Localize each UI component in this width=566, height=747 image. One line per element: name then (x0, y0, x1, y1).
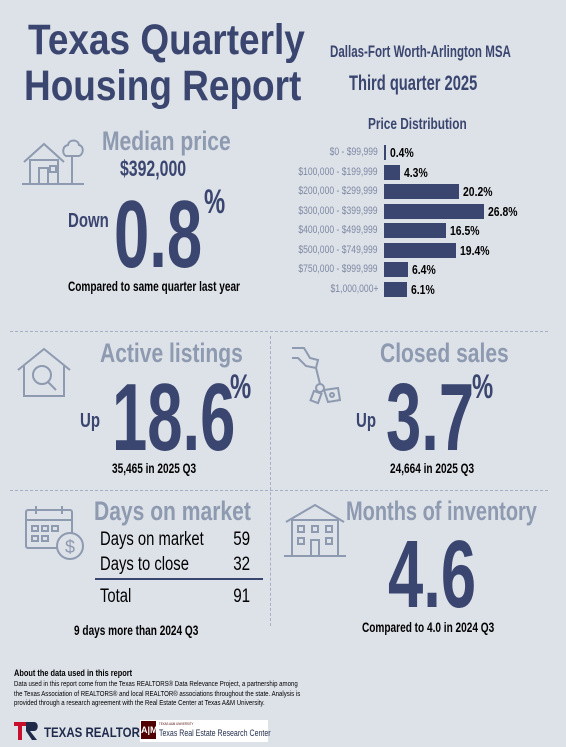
distribution-value: 4.3% (404, 164, 428, 180)
report-title-line2: Housing Report (24, 62, 302, 110)
active-listings-title: Active listings (100, 338, 243, 368)
distribution-label: $500,000 - $749,999 (298, 243, 378, 256)
texas-realtors-logo-icon (14, 722, 38, 740)
distribution-label: $750,000 - $999,999 (298, 263, 378, 275)
calendar-money-icon: $ (25, 506, 84, 560)
distribution-bar (384, 223, 446, 238)
total-label: Total (100, 586, 132, 607)
about-text: Data used in this report come from the T… (14, 679, 301, 707)
dom-note: 9 days more than 2024 Q3 (74, 622, 199, 638)
distribution-bar (384, 203, 484, 219)
house-search-icon (17, 347, 71, 397)
distribution-label: $1,000,000+ (330, 282, 378, 295)
texas-realtors-logo: TEXAS REALTORS (44, 724, 148, 740)
distribution-label: $300,000 - $399,999 (298, 204, 378, 217)
distribution-value: 26.8% (488, 203, 518, 219)
divider (10, 490, 548, 491)
distribution-value: 16.5% (449, 223, 480, 238)
median-change-value: 0.8 (114, 181, 203, 288)
distribution-bar (384, 164, 401, 180)
median-change-unit: % (204, 183, 226, 221)
quarter-label: Third quarter 2025 (349, 72, 478, 95)
median-direction: Down (68, 210, 109, 232)
closed-change-unit: % (472, 368, 494, 406)
months-inventory-value: 4.6 (388, 521, 477, 628)
distribution-bar (384, 281, 407, 297)
distribution-value: 0.4% (390, 145, 414, 160)
closed-direction: Up (356, 410, 377, 432)
active-direction: Up (80, 410, 101, 432)
house-tree-icon (22, 139, 84, 185)
distribution-bar (384, 184, 460, 199)
distribution-bar (384, 242, 457, 258)
days-on-market-title: Days on market (94, 496, 251, 526)
report-title-line1: Texas Quarterly (28, 16, 305, 64)
months-inventory-title: Months of inventory (346, 496, 537, 526)
dtc-row-label: Days to close (100, 554, 189, 575)
price-distribution-chart: $0 - $99,999 0.4% $100,000 - $199,999 4.3% $… (258, 145, 558, 305)
distribution-value: 19.4% (460, 242, 490, 258)
msa-name: Dallas-Fort Worth-Arlington MSA (330, 42, 511, 61)
distribution-label: $100,000 - $199,999 (298, 165, 378, 178)
distribution-label: $0 - $99,999 (329, 146, 378, 158)
distribution-value: 20.2% (463, 184, 493, 199)
research-center-logo: A|M TEXAS A&M UNIVERSITY Texas Real Esta… (140, 720, 271, 742)
price-distribution-title: Price Distribution (368, 116, 467, 133)
distribution-value: 6.4% (411, 262, 436, 277)
svg-text:$: $ (65, 537, 75, 557)
months-inventory-note: Compared to 4.0 in 2024 Q3 (362, 619, 495, 635)
tamu-label: TEXAS A&M UNIVERSITY (159, 721, 194, 726)
research-center-label: Texas Real Estate Research Center (159, 728, 271, 738)
active-change-unit: % (230, 368, 252, 406)
tamu-logo-icon: A|M (141, 721, 158, 739)
closed-sales-title: Closed sales (380, 338, 509, 368)
closed-note: 24,664 in 2025 Q3 (390, 460, 475, 476)
total-value: 91 (233, 586, 250, 607)
median-price-value: $392,000 (120, 156, 187, 181)
total-rule (95, 578, 263, 580)
dtc-row-value: 32 (233, 554, 250, 575)
distribution-value: 6.1% (410, 281, 435, 297)
distribution-label: $200,000 - $299,999 (298, 185, 378, 197)
distribution-label: $400,000 - $499,999 (298, 224, 378, 236)
active-note: 35,465 in 2025 Q3 (112, 460, 197, 476)
about-title: About the data used in this report (14, 668, 133, 678)
dom-row-value: 59 (233, 529, 250, 550)
building-icon (284, 503, 346, 557)
active-change-value: 18.6 (112, 364, 236, 471)
distribution-bar (384, 262, 408, 277)
hand-keys-icon (292, 347, 342, 405)
divider (10, 331, 548, 332)
divider (270, 336, 271, 626)
distribution-bar (384, 145, 386, 160)
closed-change-value: 3.7 (386, 364, 475, 471)
median-note: Compared to same quarter last year (68, 278, 240, 294)
dom-row-label: Days on market (100, 529, 204, 550)
median-price-title: Median price (102, 126, 231, 156)
